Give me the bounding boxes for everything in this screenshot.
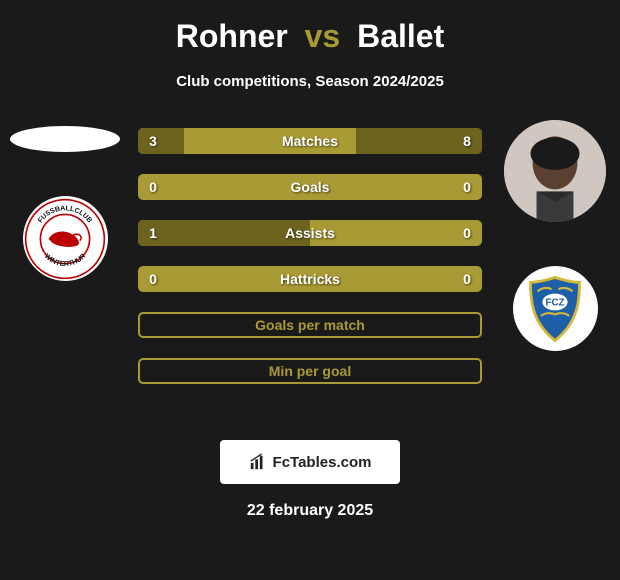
stat-label: Matches — [168, 133, 452, 149]
stat-label: Goals — [168, 179, 452, 195]
comparison-main: FUSSBALLCLUB WINTERTHUR — [0, 120, 620, 420]
watermark-icon — [249, 453, 267, 471]
stat-label: Goals per match — [140, 317, 480, 333]
stat-right-value: 8 — [452, 133, 482, 149]
stat-label: Assists — [168, 225, 452, 241]
player1-photo — [10, 126, 120, 152]
player1-name: Rohner — [176, 18, 288, 54]
stat-row-goals: 0 Goals 0 — [138, 174, 482, 200]
stat-row-assists: 1 Assists 0 — [138, 220, 482, 246]
stat-label: Min per goal — [140, 363, 480, 379]
comparison-title: Rohner vs Ballet — [0, 18, 620, 55]
stat-right-value: 0 — [452, 271, 482, 287]
stat-left-value: 3 — [138, 133, 168, 149]
stat-right-value: 0 — [452, 179, 482, 195]
player1-column: FUSSBALLCLUB WINTERTHUR — [10, 120, 120, 281]
watermark-text: FcTables.com — [273, 454, 372, 471]
player2-column: FCZ — [500, 120, 610, 351]
stat-label: Hattricks — [168, 271, 452, 287]
watermark: FcTables.com — [220, 440, 400, 484]
date: 22 february 2025 — [0, 502, 620, 520]
stat-left-value: 0 — [138, 271, 168, 287]
player2-name: Ballet — [357, 18, 444, 54]
svg-text:FCZ: FCZ — [545, 297, 564, 308]
stat-row-min-per-goal: Min per goal — [138, 358, 482, 384]
stat-right-value: 0 — [452, 225, 482, 241]
stats-bars: 3 Matches 8 0 Goals 0 1 Assists 0 — [138, 128, 482, 384]
player2-photo — [504, 120, 606, 222]
subtitle: Club competitions, Season 2024/2025 — [0, 73, 620, 90]
vs-text: vs — [305, 18, 341, 54]
player2-club-logo: FCZ — [513, 266, 598, 351]
stat-row-hattricks: 0 Hattricks 0 — [138, 266, 482, 292]
stat-row-goals-per-match: Goals per match — [138, 312, 482, 338]
stat-left-value: 1 — [138, 225, 168, 241]
player1-club-logo: FUSSBALLCLUB WINTERTHUR — [23, 196, 108, 281]
stat-left-value: 0 — [138, 179, 168, 195]
stat-row-matches: 3 Matches 8 — [138, 128, 482, 154]
